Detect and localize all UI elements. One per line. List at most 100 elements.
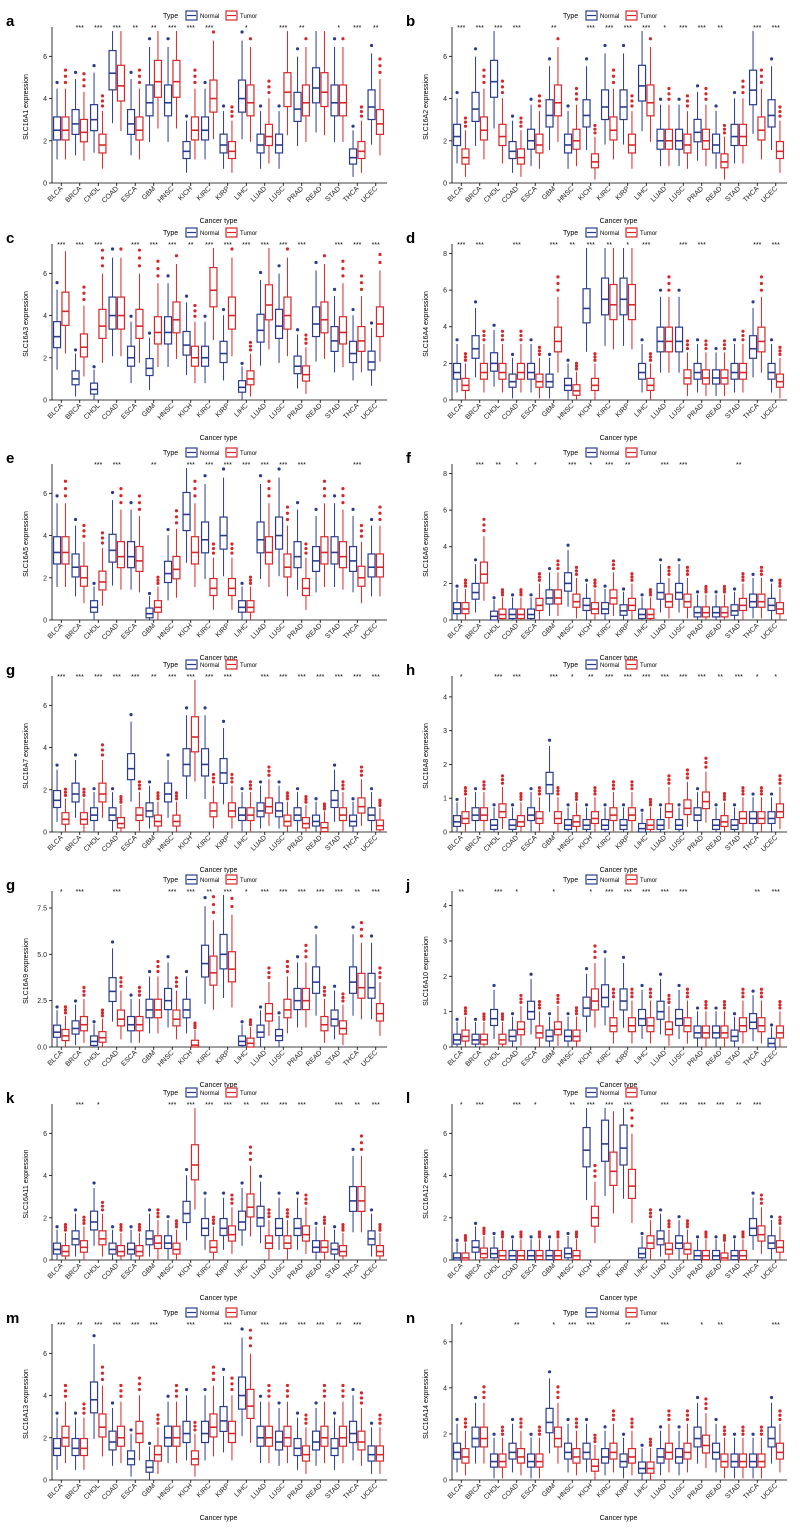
box-body	[627, 283, 637, 321]
box-body	[237, 1376, 247, 1410]
significance-label: ***	[57, 674, 65, 681]
box-body	[720, 1453, 729, 1468]
outlier-point	[500, 1230, 505, 1234]
box-tumor	[61, 1383, 70, 1464]
box-body	[590, 1458, 600, 1472]
outlier-point	[621, 803, 626, 807]
box-normal	[489, 31, 499, 129]
box-body	[71, 370, 80, 386]
box-tumor	[98, 1365, 107, 1457]
box-normal	[619, 803, 628, 832]
outlier-point	[341, 783, 345, 787]
box-normal	[600, 950, 610, 1026]
box-body	[209, 955, 218, 986]
outlier-point	[248, 1151, 253, 1155]
y-tick-label: 2	[43, 575, 47, 582]
box-tumor	[246, 780, 255, 832]
box-body	[219, 933, 228, 970]
outlier-point	[378, 64, 382, 68]
box-body	[757, 1453, 766, 1468]
box-tumor	[627, 1417, 637, 1476]
outlier-point	[166, 955, 170, 959]
box-body	[348, 814, 358, 827]
box-body	[637, 1008, 647, 1027]
box-tumor	[757, 565, 766, 619]
outlier-point	[519, 993, 523, 998]
outlier-point	[193, 68, 197, 72]
outlier-point	[230, 542, 234, 546]
outlier-point	[100, 256, 105, 260]
outlier-point	[248, 783, 253, 787]
box-tumor	[264, 1208, 274, 1260]
outlier-point	[351, 507, 355, 511]
box-tumor	[572, 361, 581, 400]
outlier-point	[751, 1191, 755, 1195]
box-normal	[748, 1191, 758, 1250]
box-body	[246, 370, 255, 386]
box-body	[71, 108, 80, 135]
x-tick-label: THCA	[342, 834, 361, 853]
box-body	[367, 972, 376, 999]
box-body	[79, 1015, 89, 1032]
box-body	[619, 988, 628, 1011]
box-body	[516, 148, 526, 165]
outlier-point	[519, 794, 523, 799]
legend-title: Type	[563, 230, 578, 237]
box-normal	[674, 558, 684, 613]
box-body	[461, 1252, 470, 1261]
outlier-point	[230, 776, 234, 780]
outlier-point	[648, 800, 653, 804]
x-tick-label: THCA	[742, 622, 761, 641]
outlier-point	[685, 339, 690, 343]
legend-label-normal: Normal	[200, 1091, 219, 1097]
box-body	[545, 99, 554, 128]
box-body	[190, 1450, 200, 1466]
significance-label: ***	[679, 674, 687, 681]
outlier-point	[359, 1391, 364, 1395]
x-tick-label: PRAD	[686, 1049, 705, 1068]
outlier-point	[137, 1225, 142, 1229]
box-tumor	[209, 542, 218, 610]
outlier-point	[295, 47, 300, 51]
outlier-point	[351, 307, 355, 312]
box-normal	[563, 1231, 573, 1260]
box-tumor	[627, 780, 637, 832]
box-body	[637, 1461, 647, 1474]
significance-label: ***	[113, 1322, 121, 1329]
outlier-point	[519, 116, 523, 120]
outlier-point	[285, 797, 290, 801]
outlier-point	[267, 1208, 271, 1212]
box-normal	[637, 31, 647, 132]
panel-letter: j	[405, 877, 410, 894]
box-body	[153, 316, 163, 345]
box-normal	[219, 307, 228, 381]
box-body	[338, 316, 348, 345]
outlier-point	[230, 904, 234, 909]
box-body	[683, 799, 692, 816]
outlier-point	[593, 1163, 597, 1168]
box-normal	[200, 1387, 210, 1461]
outlier-point	[119, 1394, 123, 1398]
outlier-point	[677, 1215, 681, 1219]
outlier-point	[778, 581, 782, 585]
legend-label-tumor: Tumor	[240, 878, 257, 884]
box-tumor	[283, 1208, 292, 1260]
outlier-point	[174, 1383, 179, 1388]
x-tick-label: THCA	[342, 1049, 361, 1068]
outlier-point	[341, 259, 345, 263]
legend-label-tumor: Tumor	[640, 14, 657, 20]
box-normal	[293, 955, 302, 1028]
box-normal	[71, 753, 80, 818]
x-tick-label: CHOL	[83, 834, 102, 853]
outlier-point	[732, 803, 737, 807]
outlier-point	[147, 780, 152, 784]
outlier-point	[378, 1413, 382, 1417]
outlier-point	[556, 1235, 560, 1239]
outlier-point	[277, 1401, 281, 1405]
x-tick-label: KIRP	[615, 1049, 632, 1066]
outlier-point	[593, 1439, 597, 1444]
outlier-point	[378, 1225, 382, 1229]
outlier-point	[304, 1201, 308, 1205]
box-tumor	[301, 794, 311, 832]
box-tumor	[461, 578, 470, 620]
